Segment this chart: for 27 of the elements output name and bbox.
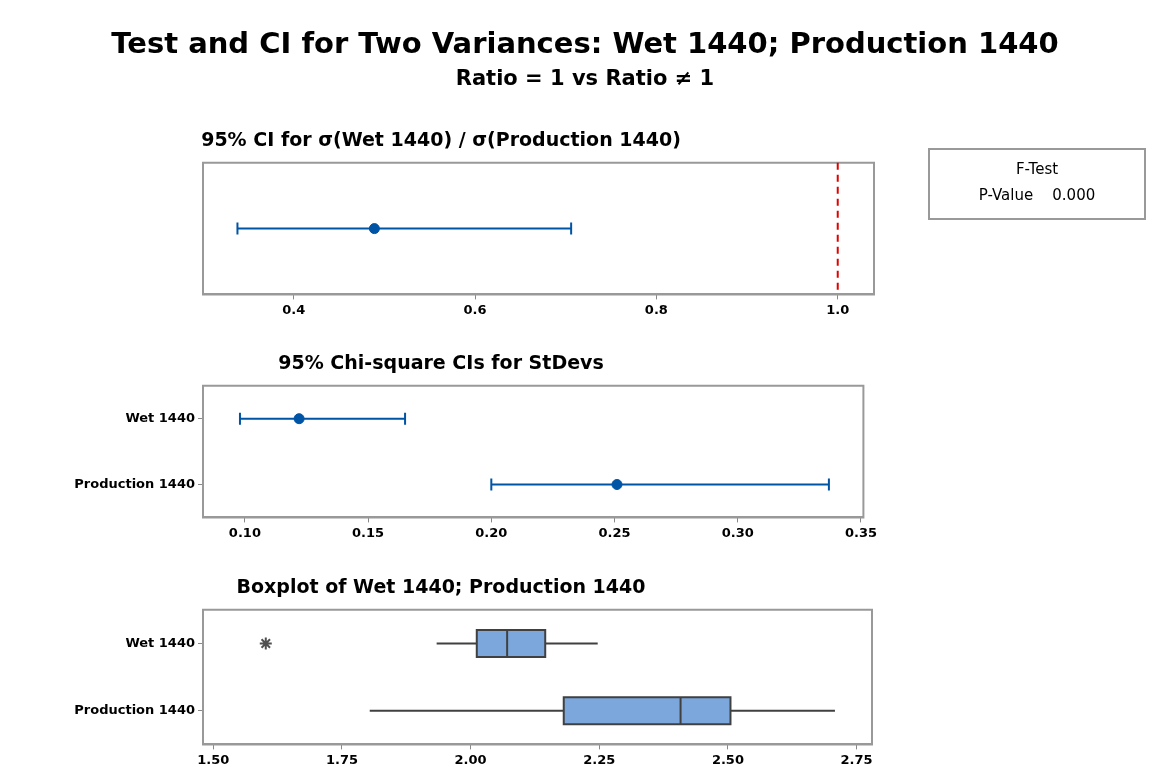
chart-title: 95% Chi-square CIs for StDevs — [278, 351, 604, 374]
text: Ratio = 1 vs Ratio ≠ 1 — [454, 66, 716, 90]
x-tick-label: 2.50 — [711, 751, 744, 767]
x-tick-label: 2.75 — [840, 751, 873, 767]
x-tick-label: 1.75 — [325, 751, 358, 767]
chart-title: Boxplot of Wet 1440; Production 1440 — [236, 575, 646, 598]
x-tick-label: 0.20 — [475, 524, 508, 540]
x-tick-label: 0.4 — [282, 301, 306, 317]
y-tick-label: Production 1440 — [74, 475, 195, 491]
y-tick-label: Wet 1440 — [125, 410, 195, 426]
x-tick-label: 0.30 — [721, 524, 754, 540]
x-tick-label: 1.0 — [826, 301, 850, 317]
y-tick-label: Production 1440 — [74, 702, 195, 718]
x-tick-label: 1.50 — [197, 751, 230, 767]
text: P-Value 0.000 — [977, 186, 1097, 204]
text: F-Test — [1014, 160, 1060, 178]
x-tick-label: 2.00 — [454, 751, 487, 767]
y-tick-label: Wet 1440 — [125, 634, 195, 650]
text: Test and CI for Two Variances: Wet 1440; Production 1440 — [110, 26, 1060, 60]
x-tick-label: 0.25 — [598, 524, 631, 540]
x-tick-label: 2.25 — [583, 751, 616, 767]
x-tick-label: 0.8 — [644, 301, 668, 317]
x-tick-label: 0.15 — [352, 524, 385, 540]
chart-title: 95% CI for σ(Wet 1440) / σ(Production 1440) — [201, 128, 681, 151]
x-tick-label: 0.10 — [228, 524, 261, 540]
x-tick-label: 0.35 — [844, 524, 877, 540]
x-tick-label: 0.6 — [463, 301, 487, 317]
